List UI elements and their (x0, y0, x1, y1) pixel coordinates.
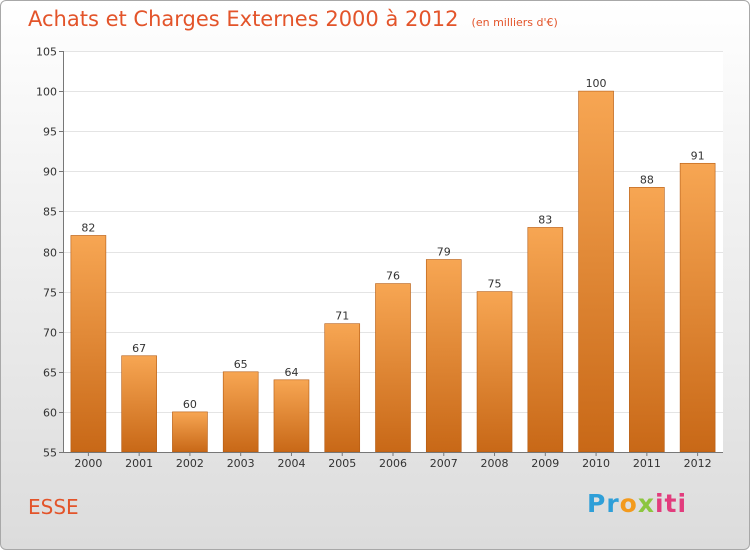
bar (476, 291, 513, 453)
proxiti-logo[interactable]: Proxiti (587, 489, 687, 518)
x-tick-label: 2005 (328, 457, 356, 470)
bar (70, 235, 107, 453)
y-tick-label: 55 (43, 447, 57, 460)
x-tick-label: 2010 (582, 457, 610, 470)
bar (273, 379, 310, 453)
y-tick-label: 95 (43, 126, 57, 139)
data-label: 91 (691, 149, 705, 162)
x-tick-label: 2000 (74, 457, 102, 470)
logo-part-2: o (619, 489, 638, 518)
chart-title: Achats et Charges Externes 2000 à 2012 (… (28, 7, 558, 31)
bar (527, 227, 564, 453)
bar (425, 259, 462, 453)
x-tick-label: 2004 (277, 457, 305, 470)
bar (578, 90, 614, 453)
y-tick-label: 75 (43, 287, 57, 300)
x-tick-label: 2007 (430, 457, 458, 470)
data-label: 65 (234, 358, 248, 371)
bar (222, 371, 259, 453)
data-label: 100 (586, 77, 607, 90)
bar (121, 355, 157, 453)
bar (679, 162, 716, 453)
subtitle-text: (en milliers d'€) (471, 16, 558, 29)
data-label: 88 (640, 173, 654, 186)
commune-name: ESSE (28, 495, 79, 519)
title-text: Achats et Charges Externes 2000 à 2012 (28, 7, 459, 31)
bar (375, 283, 411, 453)
labels: 55 60 65 70 75 80 85 90 95 100 105 82 2000 67 2001 60 20… (36, 46, 712, 471)
x-tick-label: 2011 (633, 457, 661, 470)
y-tick-label: 80 (43, 247, 57, 260)
data-label: 76 (386, 270, 400, 283)
y-tick-label: 90 (43, 166, 57, 179)
x-tick-label: 2008 (481, 457, 509, 470)
y-tick-label: 60 (43, 407, 57, 420)
x-tick-label: 2002 (176, 457, 204, 470)
data-label: 79 (437, 246, 451, 259)
bar (324, 323, 361, 453)
axes (59, 51, 723, 456)
data-label: 71 (335, 310, 349, 323)
data-label: 75 (488, 278, 502, 291)
data-label: 60 (183, 398, 197, 411)
logo-part-3: x (637, 489, 655, 518)
data-label: 82 (81, 221, 95, 234)
y-tick-label: 105 (36, 46, 57, 59)
x-tick-label: 2001 (125, 457, 153, 470)
logo-part-1: Pr (587, 489, 620, 518)
bar (629, 187, 665, 453)
logo-part-4: iti (654, 489, 688, 518)
data-label: 67 (132, 342, 146, 355)
y-tick-label: 70 (43, 327, 57, 340)
x-tick-label: 2003 (227, 457, 255, 470)
y-tick-label: 65 (43, 367, 57, 380)
bar (172, 411, 208, 453)
x-tick-label: 2006 (379, 457, 407, 470)
data-label: 83 (538, 213, 552, 226)
x-tick-label: 2009 (531, 457, 559, 470)
y-tick-label: 100 (36, 86, 57, 99)
y-tick-label: 85 (43, 206, 57, 219)
x-tick-label: 2012 (684, 457, 712, 470)
data-label: 64 (284, 366, 298, 379)
